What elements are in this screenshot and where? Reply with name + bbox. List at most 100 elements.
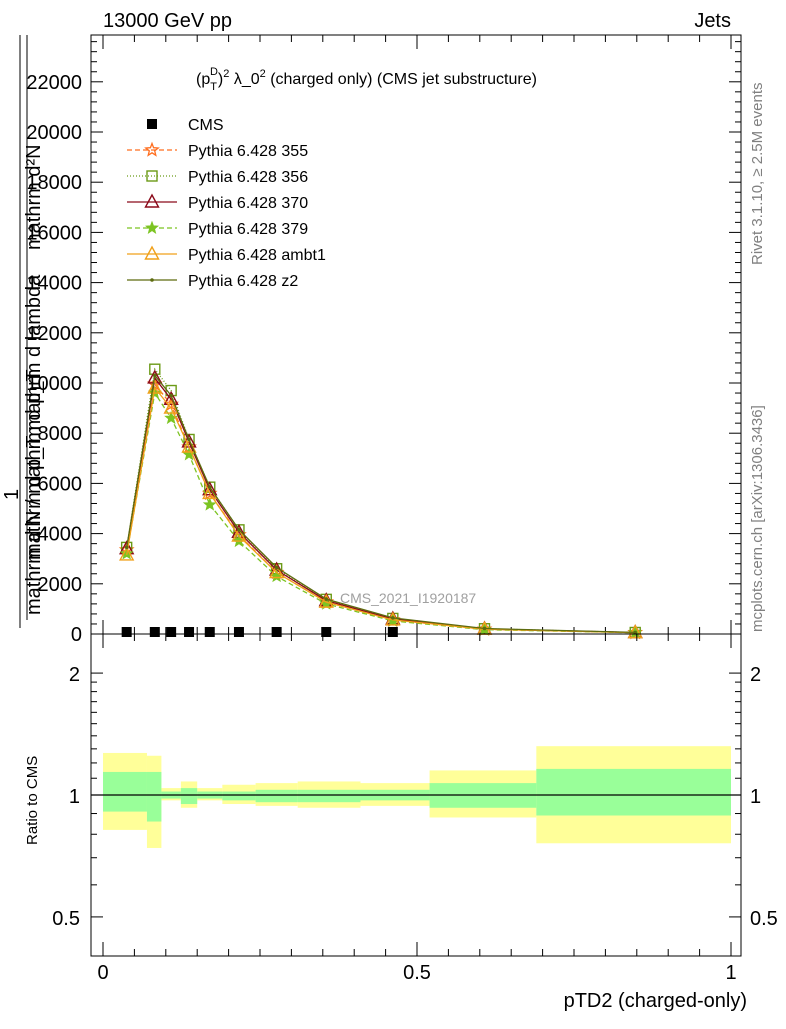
series-cms (121, 627, 398, 637)
mc-point (385, 611, 401, 626)
y-tick-label: 10000 (26, 373, 82, 395)
y-axis-numerator: mathrm d²N (23, 144, 45, 250)
y-tick-label: 4000 (38, 524, 83, 546)
mc-point (124, 545, 129, 550)
rivet-label: Rivet 3.1.10, ≥ 2.5M events (749, 83, 766, 266)
ratio-y-tick-label: 1 (69, 786, 80, 808)
mc-point (150, 278, 154, 282)
cms-point (271, 627, 282, 637)
series-z2 (124, 373, 638, 635)
legend-entry-p379: Pythia 6.428 379 (127, 220, 308, 238)
cms-point (387, 627, 398, 637)
y-axis-title: mathrm d²N mathrm d p_T mathrm d lambda … (1, 35, 45, 628)
y-axis-prefix: mathrm d N / mathrm d p_T (23, 369, 45, 615)
mc-point (146, 170, 158, 182)
series-line (126, 386, 636, 634)
mc-point (163, 390, 179, 406)
band-inner (297, 789, 361, 803)
legend: CMS Pythia 6.428 355 Pythia 6.428 356 Pythi… (127, 117, 326, 290)
mc-point (145, 220, 159, 234)
mc-point (164, 410, 179, 425)
band-inner (536, 768, 731, 816)
legend-label: Pythia 6.428 356 (188, 169, 308, 186)
y-axis-denominator: mathrm d p_T mathrm d lambda (23, 274, 45, 560)
mc-point (633, 630, 638, 635)
y-tick-label: 16000 (26, 222, 82, 244)
legend-label: CMS (188, 117, 224, 134)
y-tick-label: 12000 (26, 323, 82, 345)
mc-point (318, 593, 334, 608)
mc-point (153, 373, 157, 378)
mc-point (147, 379, 163, 394)
ratio-y-tick-label-right: 0.5 (750, 908, 778, 930)
mc-point (144, 193, 160, 208)
legend-entry-p355: Pythia 6.428 355 (127, 141, 308, 160)
x-tick-label: 0.5 (403, 962, 431, 984)
ratio-y-tick-label-right: 1 (750, 786, 761, 808)
mcplots-label: mcplots.cern.ch [arXiv:1306.3436] (749, 405, 766, 632)
band-inner (255, 789, 298, 803)
y-tick-label: 6000 (38, 473, 83, 495)
mc-point (187, 437, 191, 442)
x-axis-title: pTD2 (charged-only) (564, 990, 747, 1012)
legend-label: Pythia 6.428 ambt1 (188, 247, 326, 264)
main-plot-layer: 0 2000 4000 6000 8000 10000 12000 14000 16000 180… (26, 35, 741, 646)
main-title: (pTD)2 λ_02 (charged only) (CMS jet subs… (196, 66, 537, 93)
mc-point (274, 565, 279, 570)
legend-entry-ambt1: Pythia 6.428 ambt1 (127, 245, 326, 264)
mc-point (237, 528, 241, 532)
band-inner (180, 788, 198, 805)
legend-label: Pythia 6.428 379 (188, 221, 308, 238)
mc-point (207, 485, 212, 489)
mc-point (144, 245, 160, 260)
band-inner (222, 791, 256, 801)
y-tick-label: 20000 (26, 122, 82, 144)
cms-point (204, 627, 215, 637)
y-tick-label: 18000 (26, 172, 82, 194)
y-axis-one: 1 (1, 489, 23, 500)
cms-point (121, 627, 132, 637)
legend-entry-z2: Pythia 6.428 z2 (127, 273, 298, 290)
legend-entry-p356: Pythia 6.428 356 (127, 169, 308, 186)
cms-point (147, 119, 157, 129)
mc-point (147, 369, 163, 384)
y-tick-label: 0 (71, 624, 82, 646)
band-inner (103, 771, 147, 812)
ratio-plot-layer: 0.5 0.5 1 1 2 2 0 0.5 1 (52, 634, 778, 984)
mc-point (202, 481, 218, 496)
y-tick-label: 2000 (38, 574, 83, 596)
y-tick-label: 22000 (26, 72, 82, 94)
mc-point (627, 624, 643, 639)
watermark: CMS_2021_I1920187 (340, 590, 476, 606)
mc-point (169, 393, 173, 398)
x-tick-label: 1 (725, 962, 736, 984)
mc-point (231, 527, 247, 542)
x-tick-label: 0 (97, 962, 108, 984)
mc-point (324, 597, 329, 601)
cms-point (233, 627, 244, 637)
ratio-y-tick-label: 2 (69, 664, 80, 686)
legend-entry-p370: Pythia 6.428 370 (127, 193, 308, 212)
cms-point (149, 627, 160, 637)
legend-label: Pythia 6.428 z2 (188, 273, 298, 290)
process-label: Jets (694, 10, 731, 32)
y-tick-label: 14000 (26, 273, 82, 295)
energy-label: 13000 GeV pp (103, 10, 232, 32)
mc-point (202, 497, 217, 511)
band-inner (146, 771, 162, 822)
mc-point (119, 546, 135, 561)
mc-point (163, 399, 179, 414)
mc-point (268, 564, 285, 579)
ratio-y-tick-label-right: 2 (750, 664, 761, 686)
ratio-y-label: Ratio to CMS (24, 756, 41, 845)
legend-label: Pythia 6.428 370 (188, 195, 308, 212)
cms-point (166, 627, 177, 637)
mc-point (391, 616, 395, 620)
cms-point (184, 627, 195, 637)
legend-label: Pythia 6.428 355 (188, 143, 308, 160)
ratio-y-tick-label: 0.5 (52, 908, 80, 930)
y-tick-label: 8000 (38, 423, 83, 445)
series-line (126, 376, 636, 634)
mc-point (144, 141, 160, 157)
